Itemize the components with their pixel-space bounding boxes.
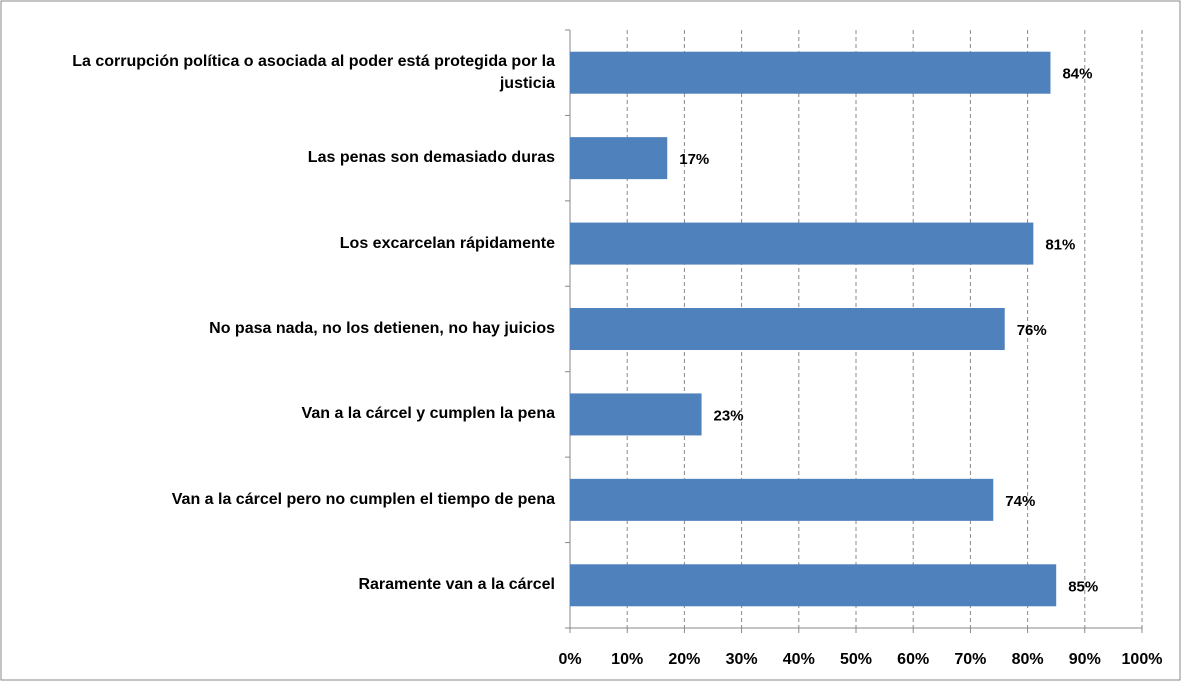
y-tick-label: Los excarcelan rápidamente bbox=[339, 234, 555, 252]
data-label: 23% bbox=[714, 407, 744, 424]
data-label: 17% bbox=[679, 151, 709, 168]
y-tick-label: La corrupción política o asociada al pod… bbox=[72, 52, 555, 92]
bar bbox=[570, 478, 994, 521]
bar bbox=[570, 137, 668, 180]
data-label: 84% bbox=[1062, 66, 1092, 83]
x-tick-label: 90% bbox=[1069, 651, 1101, 668]
y-tick-label: No pasa nada, no los detienen, no hay ju… bbox=[209, 320, 555, 337]
bar bbox=[570, 393, 702, 436]
data-label: 74% bbox=[1005, 493, 1035, 510]
x-tick-label: 100% bbox=[1122, 651, 1163, 668]
bar bbox=[570, 308, 1005, 350]
bar bbox=[570, 51, 1051, 94]
y-tick-label: Van a la cárcel pero no cumplen el tiemp… bbox=[171, 490, 555, 508]
x-tick-label: 30% bbox=[726, 651, 758, 668]
x-tick-label: 50% bbox=[840, 651, 872, 668]
bar bbox=[570, 564, 1057, 607]
bar bbox=[570, 222, 1034, 265]
x-tick-label: 60% bbox=[897, 651, 929, 668]
x-tick-label: 20% bbox=[668, 651, 700, 668]
x-tick-label: 10% bbox=[611, 651, 643, 668]
data-label: 85% bbox=[1068, 578, 1098, 595]
y-tick-label: Van a la cárcel y cumplen la pena bbox=[301, 405, 555, 423]
x-tick-label: 70% bbox=[954, 651, 986, 668]
x-tick-label: 80% bbox=[1012, 651, 1044, 668]
y-tick-label: Las penas son demasiado duras bbox=[307, 149, 555, 167]
x-tick-label: 0% bbox=[558, 651, 581, 668]
data-label: 76% bbox=[1017, 322, 1047, 339]
x-tick-label: 40% bbox=[783, 651, 815, 668]
data-label: 81% bbox=[1045, 237, 1075, 254]
y-tick-label: Raramente van a la cárcel bbox=[358, 576, 555, 594]
